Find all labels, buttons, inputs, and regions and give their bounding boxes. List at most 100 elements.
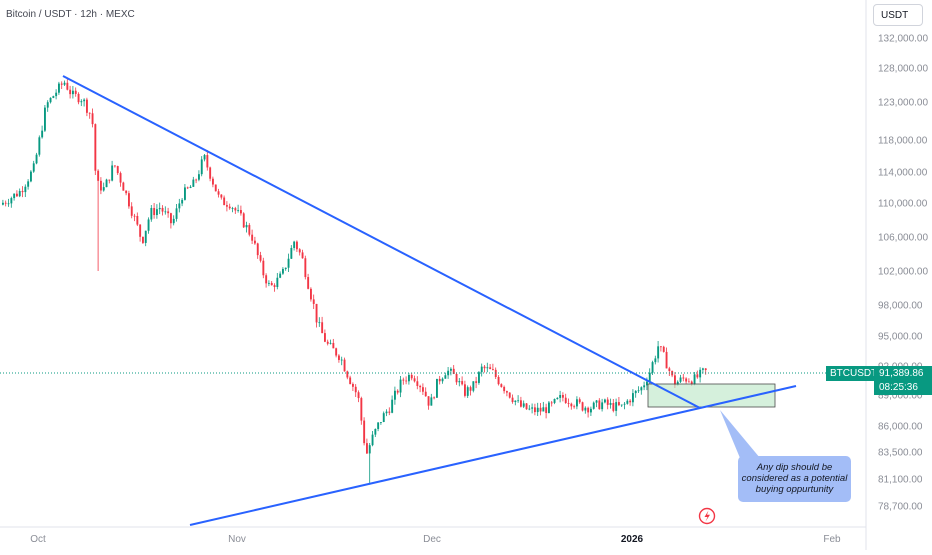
candle-body <box>542 407 545 412</box>
candle-body <box>567 403 570 404</box>
candle-body <box>458 381 461 383</box>
candle-body <box>478 372 480 383</box>
candle-body <box>570 403 573 407</box>
candle-body <box>60 83 63 85</box>
candle-body <box>44 107 46 131</box>
candle-body <box>402 379 405 381</box>
bar-countdown: 08:25:36 <box>874 381 932 395</box>
candle-body <box>690 381 693 385</box>
candle-body <box>35 154 38 164</box>
price-tick-label: 86,000.00 <box>878 422 923 433</box>
candle-body <box>158 207 161 210</box>
candle-body <box>21 191 24 193</box>
candle-body <box>531 407 534 409</box>
candle-body <box>32 163 35 172</box>
candle-body <box>83 99 86 102</box>
candle-body <box>357 392 360 399</box>
candle-body <box>310 288 312 300</box>
candle-body <box>688 381 690 383</box>
buy-zone-rectangle <box>647 383 776 408</box>
candle-body <box>24 186 27 193</box>
candle-body <box>702 368 704 370</box>
candle-body <box>170 213 172 224</box>
candle-body <box>654 358 657 363</box>
candle-body <box>156 209 158 216</box>
candle-body <box>609 402 612 405</box>
candle-body <box>399 379 402 393</box>
currency-button[interactable]: USDT <box>873 4 923 26</box>
callout-note[interactable]: Any dip should be considered as a potent… <box>738 456 851 502</box>
candle-body <box>10 198 13 204</box>
candle-body <box>643 385 646 388</box>
candle-body <box>245 225 248 228</box>
callout-pointer <box>720 410 760 458</box>
candle-body <box>506 391 508 393</box>
candle-body <box>108 179 111 181</box>
candle-body <box>581 402 584 411</box>
candle-body <box>475 381 478 383</box>
candle-body <box>58 83 60 93</box>
candle-body <box>97 170 100 181</box>
candle-body <box>587 407 590 413</box>
candle-body <box>545 407 548 414</box>
candle-body <box>472 381 475 391</box>
candle-body <box>259 255 262 261</box>
candle-body <box>503 386 506 392</box>
candle-body <box>371 434 374 446</box>
candle-body <box>522 403 525 407</box>
candle-body <box>668 368 671 371</box>
candle-body <box>128 193 130 207</box>
candle-body <box>133 215 136 217</box>
candle-body <box>433 397 436 399</box>
candle-body <box>380 421 382 423</box>
candle-body <box>648 372 651 382</box>
candle-body <box>324 333 326 342</box>
candle-body <box>676 381 679 386</box>
price-tick-label: 123,000.00 <box>878 98 928 109</box>
last-price-badge: 91,389.86 <box>874 366 932 381</box>
candle-body <box>438 378 441 382</box>
candle-body <box>270 282 273 286</box>
candle-body <box>699 369 702 378</box>
candle-body <box>41 130 44 138</box>
candle-body <box>413 378 416 382</box>
candle-body <box>122 182 125 191</box>
time-tick-label: 2026 <box>621 534 644 545</box>
price-tick-label: 98,000.00 <box>878 301 923 312</box>
candle-body <box>279 273 282 278</box>
candle-body <box>536 407 539 413</box>
candle-body <box>150 207 153 220</box>
candle-body <box>553 399 556 403</box>
candle-body <box>298 249 301 253</box>
candle-body <box>346 371 349 378</box>
candle-body <box>72 90 74 95</box>
price-tick-label: 118,000.00 <box>878 136 928 147</box>
candle-body <box>679 377 682 382</box>
time-axis: Oct Nov Dec 2026 Feb <box>30 534 841 545</box>
candle-body <box>464 384 466 396</box>
candle-body <box>520 400 522 407</box>
candle-body <box>539 407 542 412</box>
price-tick-label: 106,000.00 <box>878 233 928 244</box>
candle-body <box>52 96 55 98</box>
lightning-icon[interactable] <box>698 507 716 525</box>
candle-body <box>377 422 380 429</box>
candle-body <box>130 206 133 216</box>
candle-body <box>206 155 209 168</box>
candle-body <box>307 277 310 289</box>
candle-body <box>195 179 198 181</box>
candle-body <box>18 191 21 197</box>
candle-body <box>38 137 41 155</box>
candle-body <box>620 404 623 406</box>
candle-body <box>696 374 699 378</box>
candle-body <box>223 197 226 206</box>
price-tick-label: 81,100.00 <box>878 475 923 486</box>
candle-body <box>88 112 91 114</box>
candle-body <box>273 285 276 288</box>
candle-body <box>388 411 391 413</box>
candle-body <box>242 213 245 228</box>
candle-body <box>349 377 352 384</box>
candle-body <box>114 165 116 167</box>
